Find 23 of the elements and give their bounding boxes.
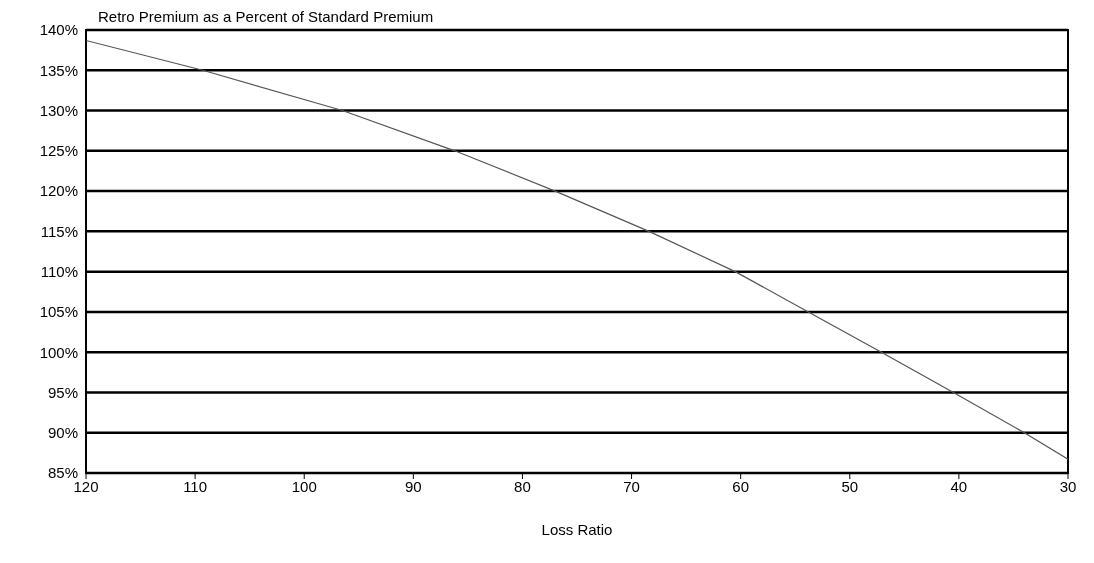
x-tick-label: 90 — [404, 477, 422, 495]
x-tick-label: 50 — [841, 477, 859, 495]
x-tick-label: 40 — [950, 477, 968, 495]
x-tick-label: 30 — [1059, 477, 1077, 495]
x-tick-label: 100 — [291, 477, 317, 495]
y-tick-label: 110% — [40, 262, 78, 280]
y-tick-label: 125% — [39, 142, 78, 160]
y-tick-label: 140% — [39, 21, 78, 39]
y-tick-label: 115% — [40, 222, 78, 240]
line-series — [86, 39, 1068, 460]
y-tick-label: 135% — [39, 61, 78, 79]
y-tick-label: 100% — [39, 343, 78, 361]
x-tick-label: 80 — [514, 477, 531, 495]
y-tick-label: 90% — [47, 424, 78, 442]
x-tick-label: 70 — [623, 477, 640, 495]
x-axis-title: Loss Ratio — [541, 521, 613, 538]
y-tick-label: 105% — [39, 303, 78, 321]
y-tick-label: 95% — [47, 383, 78, 401]
y-tick-label: 130% — [39, 101, 78, 119]
x-tick-label: 60 — [732, 477, 750, 495]
y-tick-label: 120% — [39, 182, 78, 200]
chart-title: Retro Premium as a Percent of Standard Premium — [98, 8, 434, 25]
x-tick-label: 110 — [183, 477, 208, 495]
